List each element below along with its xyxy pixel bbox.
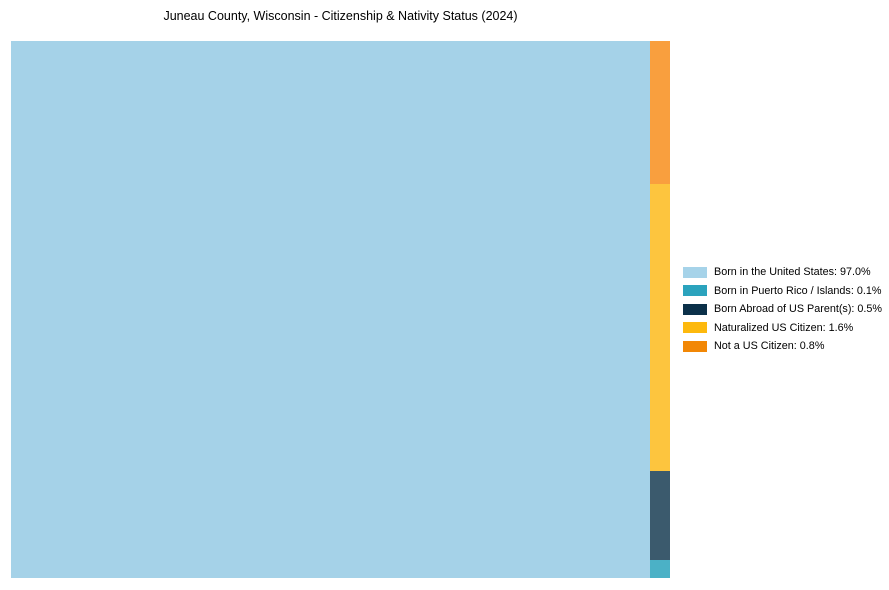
treemap-segment-naturalized-us-citizen (650, 184, 670, 471)
legend-swatch (683, 303, 707, 315)
legend-swatch (683, 340, 707, 352)
legend-label: Not a US Citizen: 0.8% (714, 340, 825, 352)
legend-item: Naturalized US Citizen: 1.6% (683, 322, 882, 334)
legend-label: Born in Puerto Rico / Islands: 0.1% (714, 284, 882, 297)
legend-item: Born in the United States: 97.0% (683, 266, 882, 278)
legend-item: Not a US Citizen: 0.8% (683, 340, 882, 352)
treemap-plot (11, 41, 670, 578)
legend-item: Born Abroad of US Parent(s): 0.5% (683, 303, 882, 315)
treemap-segment-born-in-the-united-states (11, 41, 651, 578)
legend-label: Born Abroad of US Parent(s): 0.5% (714, 303, 883, 315)
treemap-segment-not-a-us-citizen (650, 41, 670, 185)
legend: Born in the United States: 97.0% Born in… (683, 266, 882, 352)
legend-label: Naturalized US Citizen: 1.6% (714, 321, 854, 334)
legend-label: Born in the United States: 97.0% (714, 266, 871, 278)
treemap-segment-born-abroad-of-us-parent-s (650, 470, 670, 561)
treemap-segment-born-in-puerto-rico-islands (650, 560, 670, 578)
legend-item: Born in Puerto Rico / Islands: 0.1% (683, 285, 882, 297)
legend-swatch (683, 266, 707, 278)
legend-swatch (683, 285, 707, 296)
chart-title: Juneau County, Wisconsin - Citizenship &… (163, 9, 518, 23)
legend-swatch (683, 322, 707, 333)
